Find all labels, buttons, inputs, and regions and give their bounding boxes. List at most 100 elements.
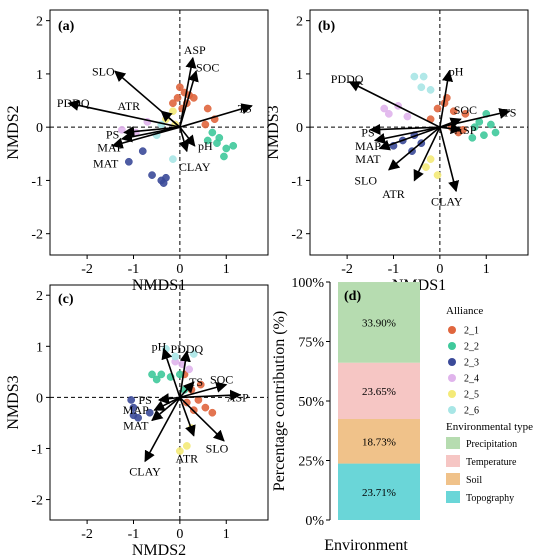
panel-d-percentage-contribution: 0% 25% 50% 75% 100% 23.71% 18.73% 23.65% 33.90% E…	[271, 276, 420, 554]
panel-label: (d)	[344, 289, 361, 304]
legend-label-2_4: 2_4	[464, 374, 479, 385]
legend-marker-2_1	[448, 326, 456, 334]
legend-marker-2_6	[448, 406, 456, 414]
point-2_2	[220, 152, 228, 161]
point-2_5	[182, 442, 191, 450]
vector-label-mat: MAT	[93, 156, 119, 170]
x-tick-label: -2	[81, 527, 93, 542]
point-2_2	[213, 139, 221, 148]
plot-frame	[49, 9, 269, 256]
vector-label-ph: pH	[449, 64, 464, 78]
vector-label-soc: SOC	[196, 61, 219, 75]
vector-arrow-ph	[179, 126, 196, 147]
vector-label-mat: MAT	[123, 418, 149, 432]
vector-arrow-asp	[179, 389, 242, 401]
y-tick-label: -1	[291, 174, 303, 189]
y-tick-label: 1	[296, 68, 303, 83]
vector-label-atr: ATR	[382, 187, 405, 201]
point-2_1	[201, 403, 210, 412]
y-tick-label: 0	[296, 121, 303, 136]
y-tick-label: 1	[36, 68, 43, 83]
point-2_5	[169, 107, 177, 116]
bar-segment-label: 23.65%	[362, 386, 396, 398]
point-2_6	[410, 72, 419, 81]
vector-label-ph: pH	[152, 339, 167, 353]
point-2_3	[129, 403, 138, 412]
point-2_2	[480, 131, 488, 140]
x-tick-label: -2	[81, 262, 93, 277]
vector-label-asp: ASP	[227, 390, 249, 404]
vector-label-ph: pH	[198, 139, 213, 153]
vector-label-map: MAP	[355, 139, 381, 153]
point-2_1	[449, 107, 458, 116]
point-2_6	[426, 86, 435, 94]
x-tick-label: -1	[388, 262, 400, 277]
point-2_4	[385, 110, 393, 118]
vector-label-clay: CLAY	[431, 195, 463, 209]
legend-label-topography: Topography	[466, 493, 514, 504]
vector-arrow-map	[373, 126, 441, 144]
vector-arrow-mat	[151, 396, 181, 422]
x-tick-label: 1	[223, 262, 230, 277]
panel-label: (b)	[318, 19, 335, 34]
point-2_3	[138, 147, 147, 155]
x-tick-label: 0	[176, 527, 183, 542]
vector-label-asp: ASP	[184, 43, 206, 57]
point-2_5	[176, 447, 184, 455]
y-tick-label: 0	[36, 121, 43, 136]
point-2_4	[185, 365, 193, 374]
vector-label-pddq: PDDQ	[57, 96, 90, 110]
legend-marker-2_2	[448, 342, 456, 350]
y-tick-label: 50%	[298, 395, 324, 410]
vector-label-slo: SLO	[92, 64, 115, 78]
vector-label-ts: TS	[502, 105, 516, 119]
point-2_2	[203, 136, 212, 145]
y-tick-label: -1	[31, 442, 43, 457]
vector-label-ps: PS	[361, 126, 374, 140]
vector-label-mat: MAT	[355, 152, 381, 166]
point-2_5	[426, 155, 435, 163]
y-axis-title: Percentage contribution (%)	[271, 311, 288, 491]
vector-arrow-asp	[439, 123, 462, 135]
vector-arrow-ph	[439, 70, 454, 128]
point-2_1	[189, 94, 198, 102]
legend-label-2_1: 2_1	[464, 326, 479, 337]
legend-swatch-soil	[446, 473, 460, 485]
bar-segment-precipitation	[338, 282, 420, 363]
point-2_2	[208, 128, 217, 137]
point-2_2	[157, 370, 166, 379]
x-tick-label: 0	[436, 262, 443, 277]
plot-frame	[49, 284, 269, 521]
point-2_1	[196, 380, 205, 389]
vector-arrow-ts	[179, 381, 195, 398]
y-tick-label: 100%	[291, 276, 324, 291]
point-2_4	[380, 104, 389, 113]
point-2_1	[182, 398, 191, 407]
legend: Alliance 2_1 2_2 2_3 2_4 2_5 2_6 Environmental …	[446, 305, 533, 504]
y-tick-label: -2	[31, 494, 43, 509]
vector-arrow-pddq	[67, 99, 181, 128]
point-2_6	[419, 72, 428, 81]
vector-arrow-soc	[179, 70, 199, 128]
point-2_1	[433, 104, 442, 113]
point-2_4	[403, 112, 412, 121]
legend-label-2_6: 2_6	[464, 406, 479, 417]
point-2_3	[134, 413, 142, 422]
vector-label-clay: CLAY	[129, 464, 161, 478]
y-axis-title: NMDS3	[5, 375, 22, 429]
vector-arrow-atr	[179, 397, 196, 437]
vector-label-pddq: PDDQ	[331, 72, 364, 86]
x-tick-label: -1	[128, 262, 140, 277]
vector-arrow-soc	[179, 381, 228, 399]
x-tick-label: -1	[128, 527, 140, 542]
legend-marker-2_5	[448, 390, 456, 398]
vector-arrow-mat	[378, 126, 441, 151]
y-tick-label: 0%	[305, 514, 324, 529]
legend-label-soil: Soil	[466, 475, 482, 486]
vector-label-slo: SLO	[206, 441, 229, 455]
vector-arrow-map	[153, 396, 181, 411]
x-axis-title: Environment	[324, 537, 408, 554]
